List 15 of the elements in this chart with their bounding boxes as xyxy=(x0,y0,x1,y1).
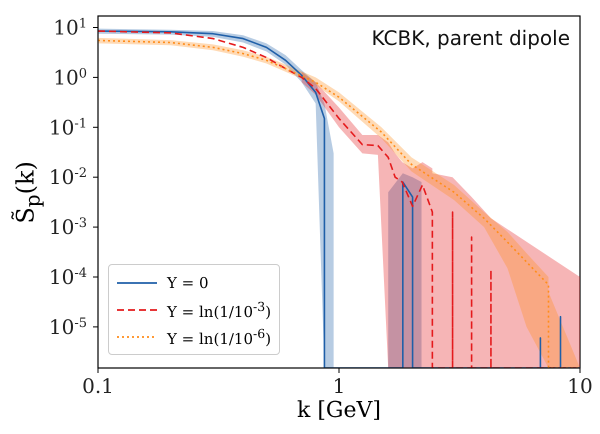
x-tick-label: 1 xyxy=(332,374,346,398)
y-tick-label: 10$^{-5}$ xyxy=(48,314,87,339)
y-tick-label: 10$^{-4}$ xyxy=(48,264,87,289)
y-tick-label: 10$^{-1}$ xyxy=(48,115,87,140)
legend-label: Y = ln(1/10$^{-6}$) xyxy=(167,326,272,348)
legend-label: Y = 0 xyxy=(167,274,209,292)
text: KCBK, parent dipole xyxy=(372,26,570,50)
y-tick-label: 10$^{-3}$ xyxy=(48,215,87,240)
y-tick-label: 10$^{0}$ xyxy=(53,65,87,90)
y-tick-label: 10$^{1}$ xyxy=(53,16,87,40)
x-tick-label: 10 xyxy=(567,374,593,398)
legend-label: Y = ln(1/10$^{-3}$) xyxy=(167,298,272,320)
x-axis-title: k [GeV] xyxy=(296,398,382,423)
y-tick-label: 10$^{-2}$ xyxy=(48,165,87,190)
x-tick-label: 0.1 xyxy=(82,374,114,398)
